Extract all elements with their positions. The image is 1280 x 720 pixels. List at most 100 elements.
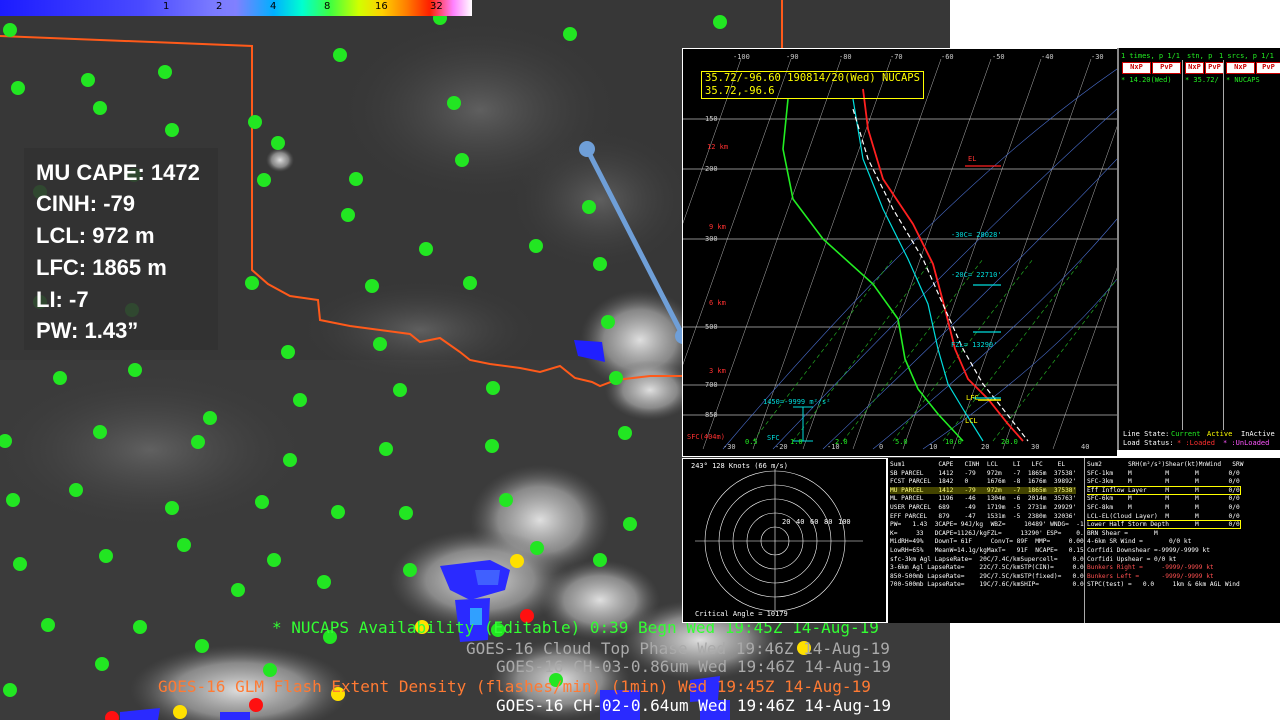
nucaps-point[interactable]: [165, 123, 179, 137]
nucaps-point[interactable]: [491, 623, 505, 637]
nucaps-point[interactable]: [333, 48, 347, 62]
nucaps-point[interactable]: [323, 630, 337, 644]
parameter-table-panel: Sum1 CAPE CINH LCL LI LFC EL SB PARCEL 14…: [887, 458, 1280, 623]
nucaps-point[interactable]: [255, 495, 269, 509]
legend-glm-flash-density[interactable]: GOES-16 GLM Flash Extent Density (flashe…: [158, 677, 871, 696]
nucaps-point[interactable]: [419, 242, 433, 256]
nucaps-point[interactable]: [349, 172, 363, 186]
nucaps-point[interactable]: [3, 23, 17, 37]
nucaps-point[interactable]: [549, 673, 563, 687]
nucaps-point[interactable]: [263, 663, 277, 677]
nucaps-point[interactable]: [248, 115, 262, 129]
nucaps-point[interactable]: [341, 208, 355, 222]
next-page-button[interactable]: NxP: [1185, 62, 1204, 74]
nucaps-point[interactable]: [195, 639, 209, 653]
nucaps-point[interactable]: [283, 453, 297, 467]
nucaps-point[interactable]: [379, 442, 393, 456]
nucaps-point[interactable]: [463, 276, 477, 290]
table-row: Corfidi Downshear =-9999/-9999 kt: [1087, 547, 1210, 554]
nucaps-point[interactable]: [618, 426, 632, 440]
nucaps-point[interactable]: [3, 683, 17, 697]
nucaps-point[interactable]: [177, 538, 191, 552]
line-state-label: Line State:: [1123, 430, 1170, 438]
hodograph-panel[interactable]: 243° 128 Knots (66 m/s) Critical Angle =…: [682, 458, 887, 623]
nucaps-point[interactable]: [6, 493, 20, 507]
nucaps-point[interactable]: [191, 435, 205, 449]
nucaps-point[interactable]: [158, 65, 172, 79]
table-row: 3-6km Agl LapseRate= 22C/7.5C/kmSTP(CIN)…: [890, 564, 1084, 572]
nucaps-point[interactable]: [593, 553, 607, 567]
nucaps-point[interactable]: [399, 506, 413, 520]
nucaps-point[interactable]: [53, 371, 67, 385]
nucaps-point[interactable]: [530, 541, 544, 555]
nucaps-point[interactable]: [41, 618, 55, 632]
nucaps-point[interactable]: [11, 81, 25, 95]
nucaps-point[interactable]: [93, 101, 107, 115]
nucaps-point[interactable]: [165, 501, 179, 515]
skewt-panel[interactable]: 35.72/-96.60 190814/20(Wed) NUCAPS 35.72…: [682, 48, 1118, 457]
table-row: MU PARCEL 1412 -79 972m -7 1865m 37538': [890, 486, 1077, 494]
nucaps-point[interactable]: [231, 583, 245, 597]
hodograph-plot: [695, 469, 863, 612]
temp-tick: -100: [733, 53, 750, 61]
line-state-current: Current: [1171, 430, 1201, 438]
table-row: Corfidi Upshear = 0/0 kt: [1087, 555, 1177, 563]
nucaps-point[interactable]: [582, 200, 596, 214]
nucaps-point[interactable]: [93, 425, 107, 439]
nucaps-point[interactable]: [317, 575, 331, 589]
nucaps-point[interactable]: [403, 563, 417, 577]
prev-page-button[interactable]: PvP: [1205, 62, 1224, 74]
prev-page-button[interactable]: PvP: [1152, 62, 1181, 74]
nucaps-point[interactable]: [601, 315, 615, 329]
nucaps-point[interactable]: [133, 620, 147, 634]
parcel-summary-table: Sum1 CAPE CINH LCL LI LFC EL SB PARCEL 14…: [890, 458, 1085, 623]
bottom-temp-tick: -20: [775, 443, 788, 451]
nucaps-point[interactable]: [623, 517, 637, 531]
nucaps-point[interactable]: [563, 27, 577, 41]
legend-ch02[interactable]: GOES-16 CH-02-0.64um Wed 19:46Z 14-Aug-1…: [496, 696, 891, 715]
nucaps-point[interactable]: [128, 363, 142, 377]
nucaps-point[interactable]: [293, 393, 307, 407]
nucaps-point[interactable]: [593, 257, 607, 271]
nucaps-point[interactable]: [485, 439, 499, 453]
station-entry[interactable]: * 35.72/: [1185, 76, 1219, 84]
nucaps-point[interactable]: [245, 276, 259, 290]
nucaps-point[interactable]: [0, 434, 12, 448]
nucaps-point[interactable]: [393, 383, 407, 397]
line-state-inactive: InActive: [1241, 430, 1275, 438]
nucaps-point[interactable]: [499, 493, 513, 507]
nucaps-point[interactable]: [713, 15, 727, 29]
nucaps-point[interactable]: [257, 173, 271, 187]
nucaps-point[interactable]: [81, 73, 95, 87]
minus20c-level: -20C= 22710': [951, 271, 1002, 279]
lightning-point-yellow: [797, 641, 811, 655]
nucaps-point[interactable]: [331, 505, 345, 519]
time-entry[interactable]: * 14.20(Wed): [1121, 76, 1172, 84]
legend-cloud-top-phase[interactable]: GOES-16 Cloud Top Phase Wed 19:46Z 14-Au…: [466, 639, 890, 658]
nucaps-point[interactable]: [609, 371, 623, 385]
source-entry[interactable]: * NUCAPS: [1226, 76, 1260, 84]
nucaps-point[interactable]: [373, 337, 387, 351]
pw-value: PW: 1.43”: [36, 318, 139, 343]
nucaps-point[interactable]: [455, 153, 469, 167]
nucaps-point[interactable]: [69, 483, 83, 497]
nucaps-point[interactable]: [271, 136, 285, 150]
nucaps-point[interactable]: [267, 553, 281, 567]
prev-page-button[interactable]: PvP: [1256, 62, 1280, 74]
next-page-button[interactable]: NxP: [1122, 62, 1151, 74]
sounding-source-panel[interactable]: 1 times, p 1/1 stn, p 1 srcs, p 1/1 NxP …: [1117, 48, 1280, 450]
nucaps-point[interactable]: [529, 239, 543, 253]
legend-ch03[interactable]: GOES-16 CH-03-0.86um Wed 19:46Z 14-Aug-1…: [496, 657, 891, 676]
lightning-point-yellow: [510, 554, 524, 568]
stations-header: stn, p: [1187, 52, 1213, 60]
temp-tick: -50: [992, 53, 1005, 61]
nucaps-point[interactable]: [203, 411, 217, 425]
nucaps-point[interactable]: [486, 381, 500, 395]
nucaps-point[interactable]: [447, 96, 461, 110]
nucaps-point[interactable]: [281, 345, 295, 359]
nucaps-point[interactable]: [13, 557, 27, 571]
nucaps-point[interactable]: [95, 657, 109, 671]
nucaps-point[interactable]: [365, 279, 379, 293]
nucaps-point[interactable]: [99, 549, 113, 563]
next-page-button[interactable]: NxP: [1226, 62, 1255, 74]
